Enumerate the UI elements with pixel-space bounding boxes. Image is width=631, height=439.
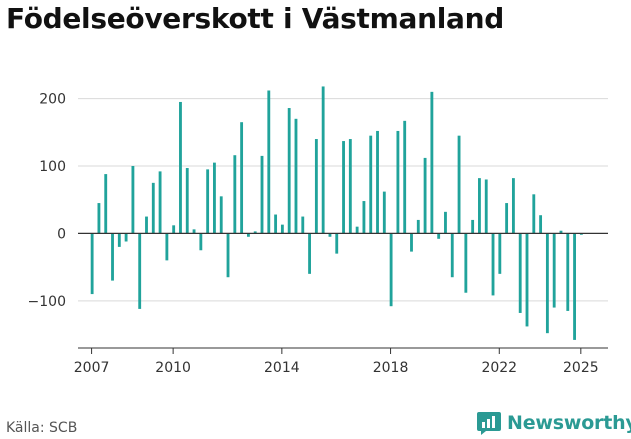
bar <box>172 225 176 234</box>
bar <box>525 233 529 327</box>
bar <box>138 233 142 309</box>
brand-name: Newsworthy <box>507 412 631 434</box>
bar <box>233 155 237 234</box>
brand-logo[interactable]: Newsworthy <box>476 410 631 436</box>
bar <box>450 233 454 278</box>
bar <box>423 157 427 234</box>
bar <box>464 233 468 293</box>
bar <box>566 233 570 311</box>
bar <box>505 203 509 234</box>
bar <box>151 182 155 234</box>
bar <box>444 211 447 234</box>
bar <box>545 233 549 334</box>
bar <box>579 233 583 235</box>
bar <box>246 233 250 237</box>
bar <box>124 233 128 242</box>
bar <box>518 233 522 313</box>
bar <box>199 233 203 251</box>
bar <box>484 179 488 234</box>
bar <box>90 233 94 295</box>
bar <box>437 233 441 239</box>
bar <box>539 215 543 234</box>
y-tick-label: 200 <box>39 92 66 108</box>
x-tick-label: 2022 <box>481 360 517 376</box>
bar <box>185 168 189 234</box>
bars <box>90 86 583 340</box>
bar <box>301 216 305 234</box>
bar <box>362 201 366 234</box>
bar <box>158 171 162 234</box>
y-axis: −100 0 100 200 <box>28 92 66 310</box>
bar <box>240 122 244 234</box>
bar <box>396 130 400 234</box>
bar <box>355 226 359 234</box>
source-note: Källa: SCB <box>6 420 78 436</box>
bar <box>491 233 495 296</box>
x-tick-label: 2025 <box>563 360 599 376</box>
bar <box>294 118 298 234</box>
y-tick-label: 0 <box>57 226 66 242</box>
bar <box>287 108 291 234</box>
bar <box>97 203 101 234</box>
bar <box>131 166 135 234</box>
bar <box>274 214 278 234</box>
bar <box>389 233 393 307</box>
bar <box>192 229 196 234</box>
bar <box>226 233 230 278</box>
y-tick-label: 100 <box>39 159 66 175</box>
bar-chart: −100 0 100 200 2007 2010 2014 2018 2022 2025 <box>28 86 608 376</box>
chart-title: Födelseöverskott i Västmanland <box>6 2 504 35</box>
bar <box>559 230 563 234</box>
bar <box>267 90 271 234</box>
x-tick-label: 2007 <box>74 360 110 376</box>
bar <box>498 233 502 274</box>
bar <box>253 231 257 234</box>
bar <box>478 178 481 234</box>
bar <box>145 216 148 234</box>
bar <box>457 135 461 234</box>
bar <box>111 233 114 281</box>
y-tick-label: −100 <box>28 294 66 310</box>
bar <box>511 178 515 234</box>
bar <box>260 155 264 234</box>
newsworthy-logo-icon <box>477 412 501 435</box>
bar <box>206 169 210 234</box>
bar <box>416 219 420 234</box>
bar <box>314 139 318 234</box>
bar <box>219 196 223 234</box>
bar <box>165 233 169 261</box>
bar <box>382 191 386 234</box>
x-tick-label: 2014 <box>264 360 300 376</box>
x-tick-label: 2018 <box>373 360 409 376</box>
bar <box>348 139 352 234</box>
bar <box>280 224 284 234</box>
bar <box>328 233 332 237</box>
bar <box>308 233 311 274</box>
bar <box>403 120 407 234</box>
bar <box>321 86 325 234</box>
bar <box>369 135 373 234</box>
bar <box>532 194 536 234</box>
bar <box>104 174 108 234</box>
bar <box>213 162 216 234</box>
bar <box>471 219 475 234</box>
bar <box>179 101 182 234</box>
bar <box>430 91 434 234</box>
bar <box>117 233 121 247</box>
bar <box>410 233 413 252</box>
x-axis: 2007 2010 2014 2018 2022 2025 <box>74 347 608 376</box>
bar <box>342 141 345 234</box>
bar <box>376 130 379 234</box>
x-tick-label: 2010 <box>155 360 191 376</box>
bar <box>573 233 576 340</box>
bar <box>552 233 556 308</box>
bar <box>335 233 339 254</box>
